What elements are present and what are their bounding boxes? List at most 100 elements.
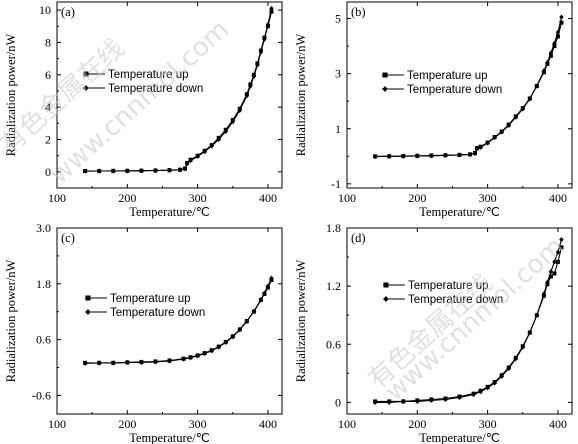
data-point-down	[555, 29, 561, 35]
panel-2: 100 200 300 400 -1 1 3 5 Temperature/℃ Radializat…	[294, 1, 573, 219]
data-point-down	[443, 152, 448, 159]
x-axis-label: Temperature/℃	[419, 431, 500, 444]
data-point-down	[209, 143, 214, 149]
x-tick-label: 200	[408, 417, 426, 431]
y-tick-label: 8	[45, 35, 51, 49]
data-point-down	[82, 360, 88, 366]
data-point-down	[177, 167, 183, 173]
data-point-down	[372, 399, 378, 405]
data-point-down	[216, 344, 221, 350]
data-point-down	[223, 128, 228, 134]
legend-label: Temperature down	[408, 294, 503, 306]
data-point-down	[506, 365, 511, 372]
data-point-down	[167, 358, 172, 364]
data-point-up	[552, 271, 557, 276]
x-tick-label: 100	[48, 417, 66, 431]
data-point-up	[559, 20, 564, 25]
data-point-down	[230, 334, 235, 340]
legend-label: Temperature up	[408, 280, 489, 292]
data-point-down	[248, 83, 253, 89]
data-point-down	[139, 168, 144, 174]
data-point-down	[474, 145, 480, 152]
data-point-down	[499, 373, 504, 379]
plot-frame	[56, 227, 283, 415]
x-tick-label: 400	[549, 417, 567, 431]
legend: Temperature up Temperature down	[83, 69, 203, 95]
data-point-down	[111, 168, 116, 174]
y-tick-label: 0	[335, 395, 341, 409]
data-point-down	[401, 398, 406, 405]
data-point-down	[520, 344, 525, 350]
legend-label: Temperature up	[110, 293, 191, 305]
data-point-down	[153, 167, 158, 174]
data-point-down	[401, 153, 406, 159]
panel-1: 100 200 300 400 0 2 4 6 8 10 Temperature/℃ Radializ…	[4, 1, 283, 219]
data-point-down	[262, 36, 267, 42]
data-point-down	[111, 360, 116, 366]
data-point-down	[269, 275, 274, 281]
panel-label: (a)	[61, 5, 75, 19]
data-point-down	[216, 136, 221, 143]
data-point-up	[269, 9, 274, 14]
x-axis-label: Temperature/℃	[129, 205, 210, 219]
x-tick-label: 200	[408, 191, 426, 205]
y-tick-label: 1.8	[36, 277, 51, 291]
y-tick-label: -1	[331, 177, 341, 191]
x-tick-label: 400	[259, 417, 277, 431]
data-point-down	[429, 153, 434, 159]
legend-marker-square	[83, 71, 89, 77]
legend-marker-diamond	[382, 86, 388, 92]
x-tick-label: 300	[189, 191, 207, 205]
data-point-down	[527, 96, 533, 102]
y-axis-label: Radialization power/nW	[294, 34, 308, 157]
data-point-down	[237, 327, 243, 333]
data-point-down	[548, 50, 554, 56]
y-tick-label: 10	[39, 3, 51, 17]
data-point-down	[258, 49, 264, 55]
data-point-down	[188, 355, 193, 361]
data-point-down	[559, 237, 564, 243]
y-tick-label: 3	[335, 67, 341, 81]
data-point-down	[258, 297, 264, 303]
y-tick-label: 3.0	[36, 221, 51, 235]
data-point-down	[552, 259, 557, 265]
legend: Temperature up Temperature down	[85, 293, 205, 319]
data-point-down	[202, 350, 207, 357]
data-point-down	[188, 157, 193, 164]
data-point-down	[467, 151, 473, 157]
legend-marker-square	[85, 295, 91, 301]
x-tick-label: 400	[549, 191, 567, 205]
data-point-down	[96, 168, 102, 174]
y-axis-label: Radialization power/nW	[294, 260, 308, 383]
data-point-down	[552, 40, 557, 46]
legend-label: Temperature down	[108, 83, 203, 95]
y-tick-label: 1.2	[326, 279, 341, 293]
data-point-down	[513, 114, 518, 120]
data-point-up	[559, 245, 564, 250]
legend: Temperature up Temperature down	[383, 280, 503, 306]
data-point-down	[223, 339, 228, 345]
legend-label: Temperature down	[407, 84, 502, 96]
data-point-down	[251, 73, 257, 79]
data-point-down	[195, 353, 200, 359]
panel-label: (d)	[351, 231, 366, 245]
data-point-down	[181, 356, 186, 362]
y-tick-label: 0	[45, 165, 51, 179]
data-point-down	[541, 291, 547, 297]
data-point-down	[478, 144, 483, 150]
data-point-down	[167, 167, 172, 173]
data-point-down	[555, 249, 561, 255]
x-tick-label: 200	[118, 191, 136, 205]
y-tick-label: 1	[335, 122, 341, 136]
data-point-down	[182, 166, 188, 172]
data-point-down	[548, 268, 554, 275]
data-point-down	[265, 283, 271, 289]
data-point-down	[485, 385, 490, 391]
data-point-down	[471, 392, 476, 398]
data-point-down	[559, 14, 564, 20]
data-point-down	[202, 149, 207, 155]
data-point-down	[415, 398, 420, 405]
data-point-down	[457, 152, 462, 158]
data-point-down	[184, 161, 190, 167]
